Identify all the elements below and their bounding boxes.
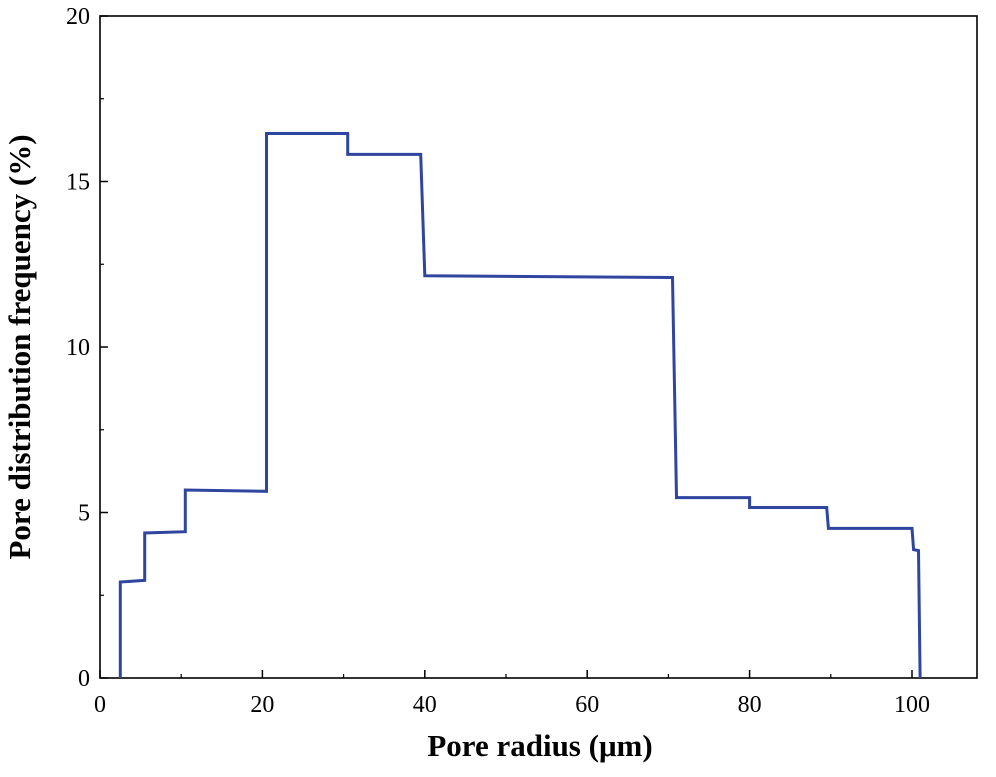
x-tick-label: 100 [894, 692, 930, 718]
y-axis-ticks: 0 5 10 15 20 [66, 4, 108, 692]
y-tick-label: 10 [66, 335, 90, 361]
x-tick-label: 0 [94, 692, 106, 718]
x-axis-ticks: 0 20 40 60 80 100 [94, 670, 930, 718]
y-tick-label: 20 [66, 4, 90, 30]
x-tick-label: 60 [575, 692, 599, 718]
x-tick-label: 40 [413, 692, 437, 718]
series-line [118, 132, 922, 679]
y-tick-label: 5 [78, 501, 90, 527]
plot-frame [99, 15, 978, 679]
x-tick-label: 80 [738, 692, 762, 718]
y-axis-title: Pore distribution frequency (%) [2, 134, 37, 559]
y-tick-label: 0 [78, 666, 90, 692]
y-tick-label: 15 [66, 170, 90, 196]
x-tick-label: 20 [250, 692, 274, 718]
x-axis-title: Pore radius (μm) [427, 728, 652, 763]
